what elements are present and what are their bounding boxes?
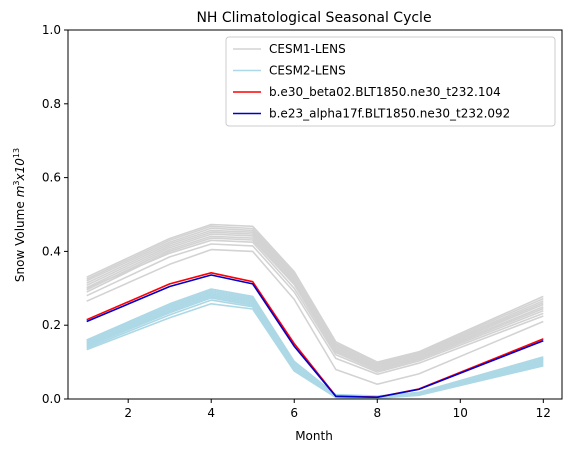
y-tick-label: 1.0 xyxy=(42,23,61,37)
x-tick-label: 10 xyxy=(453,406,468,420)
cesm1-lens-member-line xyxy=(86,235,544,371)
cesm1-lens-member-line xyxy=(86,225,544,364)
cesm1-lens-member-line xyxy=(86,237,544,372)
x-axis-ticks: 2 4 6 8 10 12 xyxy=(124,399,551,420)
series-line-2 xyxy=(86,274,544,399)
x-tick-label: 4 xyxy=(207,406,215,420)
y-tick-label: 0.6 xyxy=(42,171,61,185)
y-axis-label-exp2: 13 xyxy=(12,148,21,158)
y-tick-label: 0.4 xyxy=(42,244,61,258)
legend-label: CESM1-LENS xyxy=(269,42,346,56)
y-tick-label: 0.8 xyxy=(42,97,61,111)
legend-label: CESM2-LENS xyxy=(269,64,346,78)
y-axis-ticks: 0.0 0.2 0.4 0.6 0.8 1.0 xyxy=(42,23,68,406)
cesm1-lens-member-line xyxy=(86,233,544,369)
chart-title: NH Climatological Seasonal Cycle xyxy=(196,10,431,26)
legend-label: b.e23_alpha17f.BLT1850.ne30_t232.092 xyxy=(269,107,510,121)
legend-label: b.e30_beta02.BLT1850.ne30_t232.104 xyxy=(269,85,501,99)
x-tick-label: 8 xyxy=(373,406,381,420)
x-tick-label: 2 xyxy=(124,406,132,420)
cesm1-lens-member-line xyxy=(86,229,544,367)
x-axis-label: Month xyxy=(295,429,333,443)
legend-box xyxy=(225,36,556,127)
cesm1-lens-member-line xyxy=(86,231,544,368)
plot-area xyxy=(86,223,544,399)
cesm1-lens-member-line xyxy=(86,239,544,373)
cesm1-lens-member-line xyxy=(86,223,544,363)
cesm2-lens-member-line xyxy=(86,302,544,399)
model-lines xyxy=(86,271,544,399)
y-axis-label-prefix: Snow Volume xyxy=(13,201,27,282)
y-axis-label-unit: m xyxy=(13,186,27,198)
ensemble-lines xyxy=(86,223,544,399)
y-axis-label-exp: 3 xyxy=(12,180,21,185)
x-tick-label: 12 xyxy=(536,406,551,420)
y-tick-label: 0.2 xyxy=(42,318,61,332)
y-axis-label-mult: x10 xyxy=(13,158,27,182)
cesm1-lens-member-line xyxy=(86,227,544,366)
legend: CESM1-LENS CESM2-LENS b.e30_beta02.BLT1850… xyxy=(225,36,556,127)
y-axis-label: Snow Volume m3x1013 xyxy=(12,148,27,282)
x-tick-label: 6 xyxy=(290,406,298,420)
cesm1-lens-member-line xyxy=(86,248,544,386)
axes-frame xyxy=(67,29,563,400)
y-tick-label: 0.0 xyxy=(42,392,61,406)
cesm1-lens-member-line xyxy=(86,243,544,376)
